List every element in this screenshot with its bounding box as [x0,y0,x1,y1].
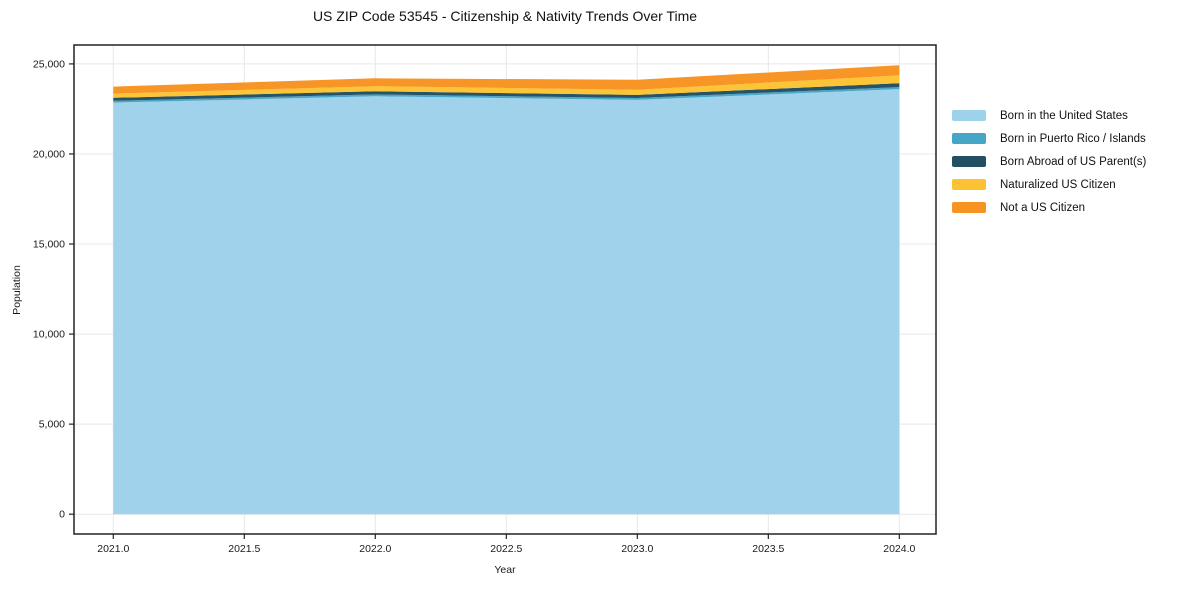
x-tick-label: 2021.5 [228,543,260,555]
plot-border [73,44,937,535]
legend-item: Born in Puerto Rico / Islands [952,127,1146,150]
legend-label: Born in Puerto Rico / Islands [1000,132,1146,145]
x-tick-label: 2021.0 [97,543,129,555]
y-tick-label: 0 [59,509,65,521]
area-born-abroad-of-us-parent-s [113,83,900,101]
x-tick-label: 2024.0 [883,543,915,555]
legend-swatch-icon [952,156,986,167]
legend-item: Not a US Citizen [952,196,1146,219]
x-axis-label: Year [494,564,516,576]
legend-item: Born Abroad of US Parent(s) [952,150,1146,173]
legend-swatch-icon [952,133,986,144]
area-not-a-us-citizen [113,65,900,94]
x-tick-label: 2022.0 [359,543,391,555]
legend-label: Born Abroad of US Parent(s) [1000,155,1147,168]
y-tick-label: 10,000 [33,329,65,341]
legend-label: Not a US Citizen [1000,201,1086,214]
y-tick-label: 5,000 [39,419,65,431]
x-tick-label: 2022.5 [490,543,522,555]
area-born-in-the-united-states [113,89,900,515]
legend-item: Naturalized US Citizen [952,173,1146,196]
legend-swatch-icon [952,110,986,121]
chart-title: US ZIP Code 53545 - Citizenship & Nativi… [312,8,698,24]
area-born-in-puerto-rico-islands [113,87,900,103]
legend-label: Naturalized US Citizen [1000,178,1116,191]
area-naturalized-us-citizen [113,75,900,98]
legend-label: Born in the United States [1000,109,1128,122]
y-axis-label: Population [11,265,23,315]
legend-swatch-icon [952,179,986,190]
y-tick-label: 20,000 [33,148,65,160]
y-tick-label: 15,000 [33,239,65,251]
y-tick-label: 25,000 [33,58,65,70]
x-tick-label: 2023.0 [621,543,653,555]
x-tick-label: 2023.5 [752,543,784,555]
legend: Born in the United States Born in Puerto … [952,104,1146,219]
legend-item: Born in the United States [952,104,1146,127]
legend-swatch-icon [952,202,986,213]
